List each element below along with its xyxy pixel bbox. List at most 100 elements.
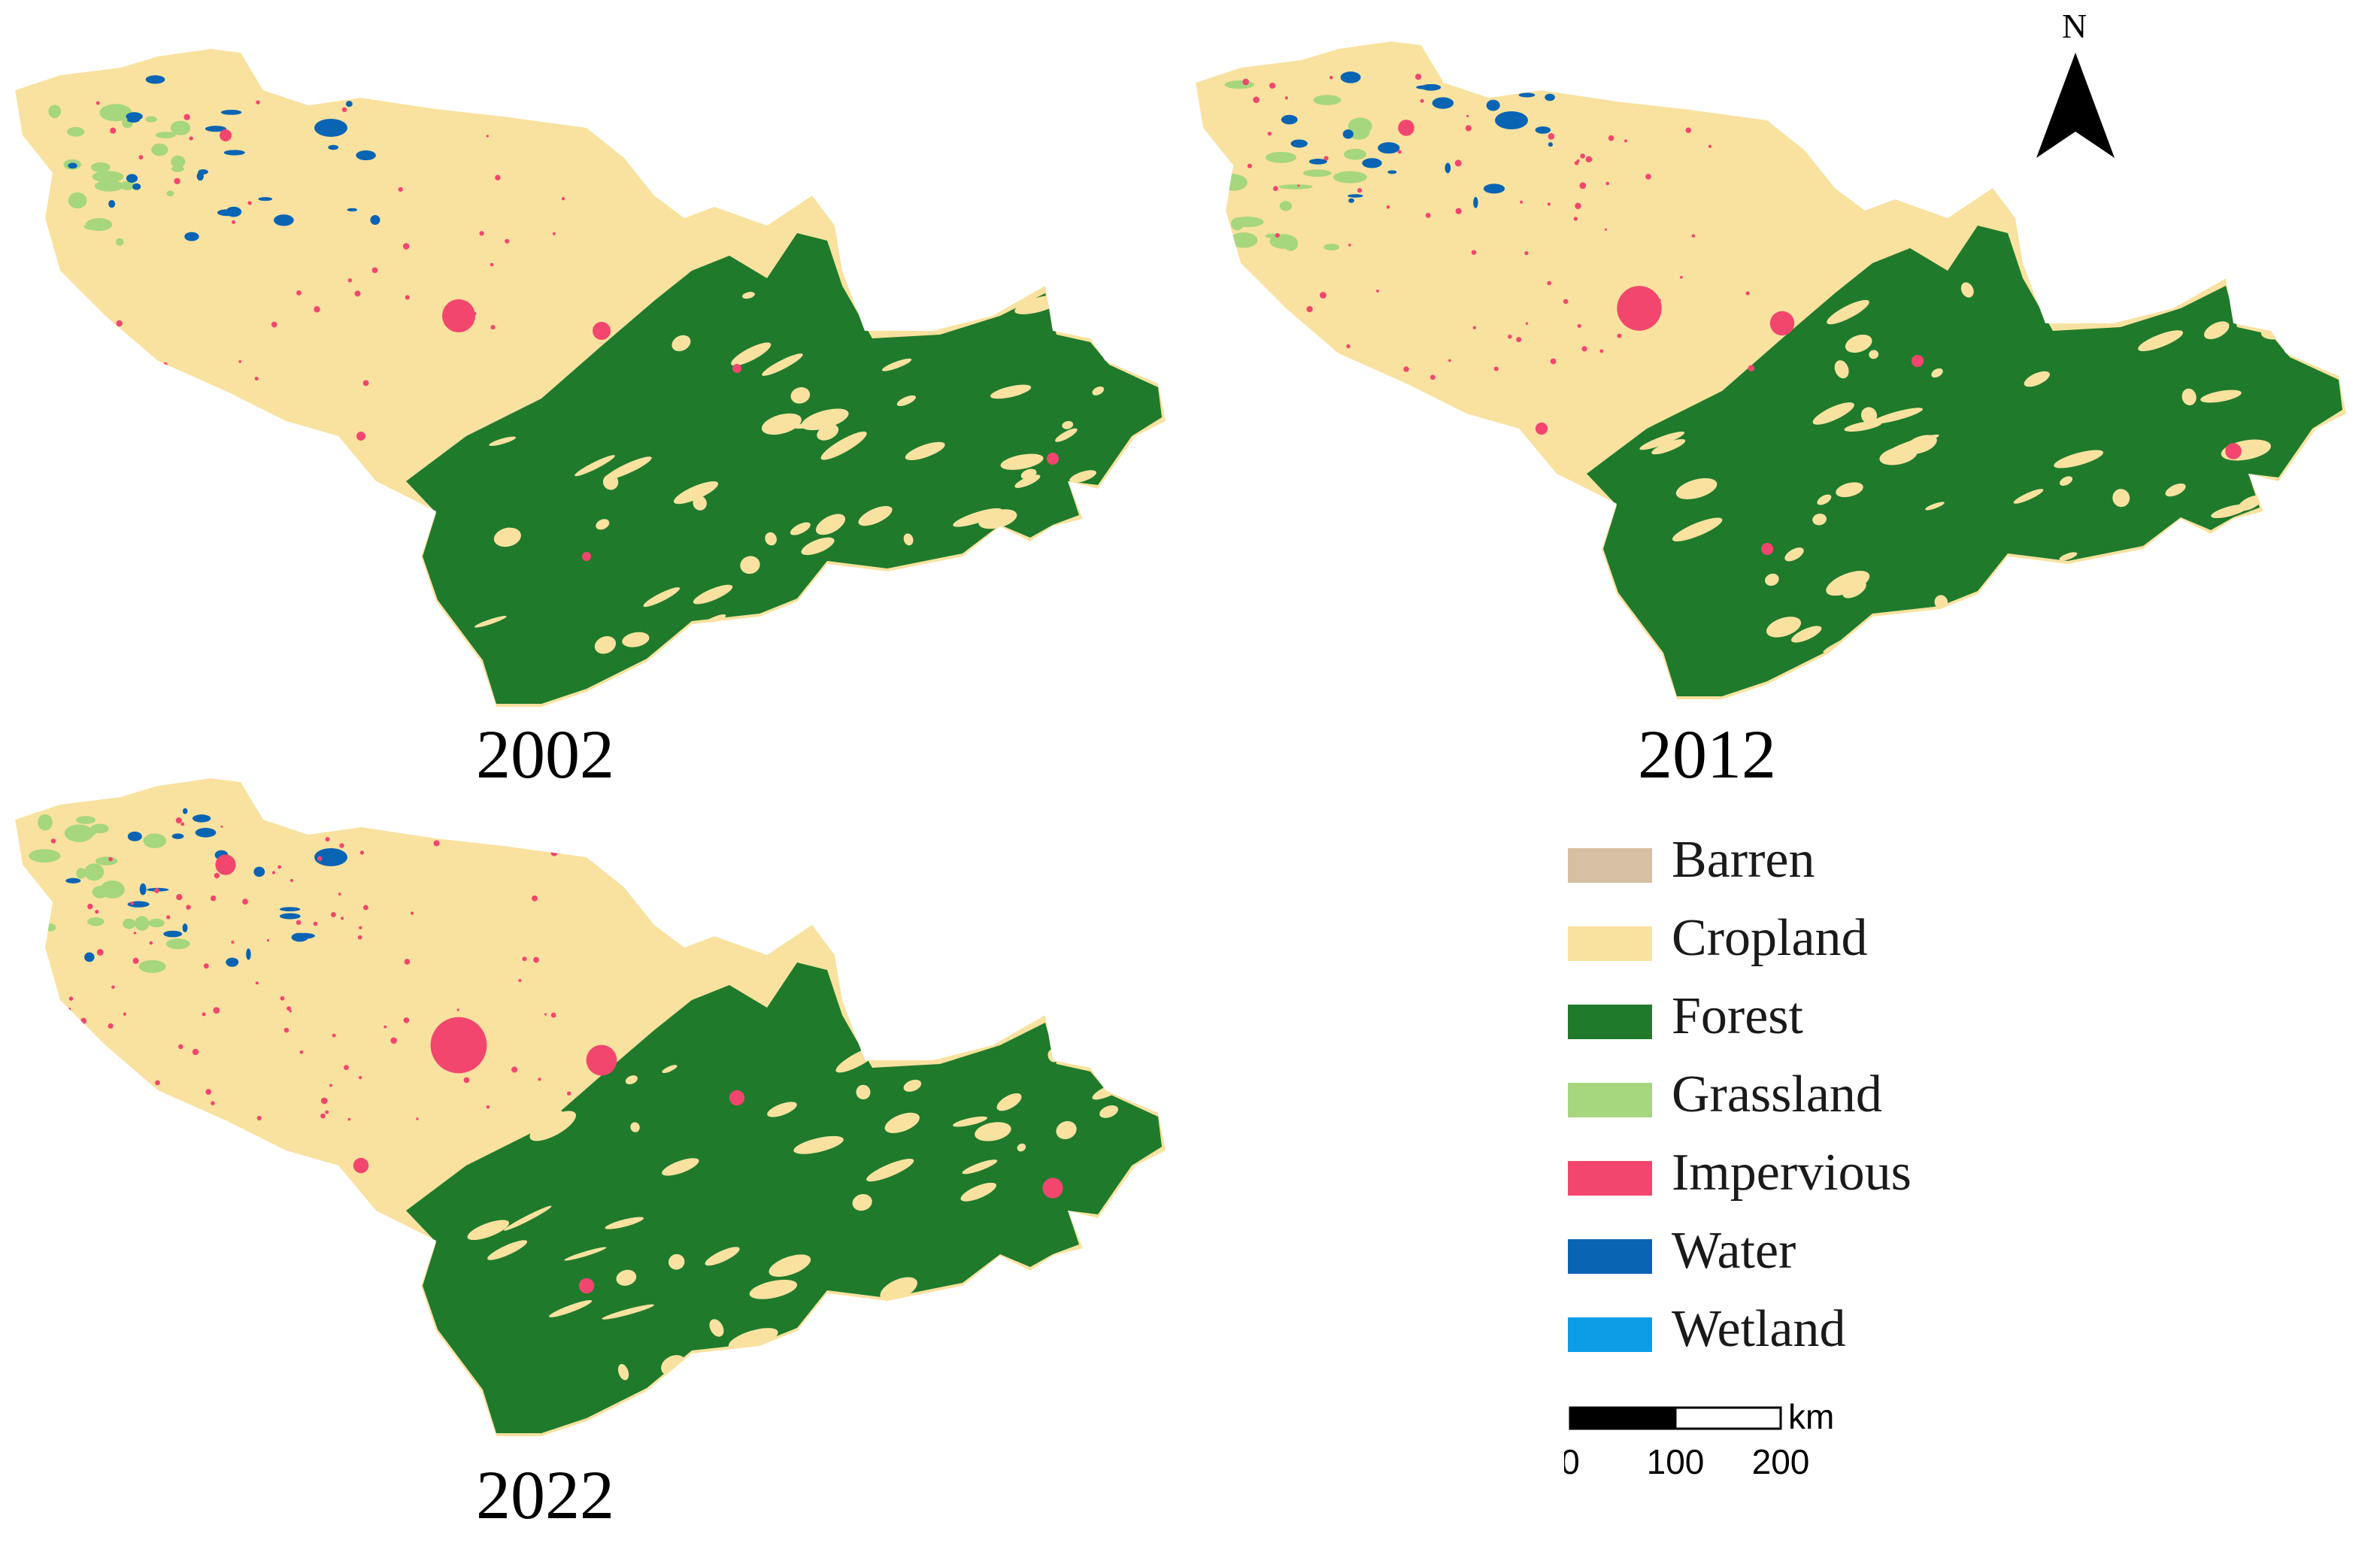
grassland-patch [68,192,87,209]
cropland-patch [502,1052,552,1071]
cropland-patch [801,408,849,431]
cropland-patch [602,474,619,490]
cropland-patch [740,556,760,574]
cropland-patch [467,1220,509,1241]
legend-label: Grassland [1672,1066,1882,1123]
urban-dot [533,956,539,963]
water-body [258,197,273,202]
cropland-patch [605,456,652,480]
cropland-patch [523,317,570,335]
urban-dot [1575,202,1581,210]
urban-dot [538,1078,541,1081]
urban-dot [325,837,330,842]
urban-dot [203,963,209,969]
cropland-patch [728,1328,778,1350]
urban-dot [87,903,93,910]
urban-area [732,364,741,373]
urban-dot [313,921,318,926]
water-body [1378,142,1400,154]
urban-dot [255,981,259,985]
urban-dot [266,939,270,942]
water-body [223,150,245,156]
urban-dot [1397,150,1402,154]
urban-dot [155,1080,160,1086]
water-body [127,831,142,841]
urban-dot [242,899,249,905]
water-body [68,162,77,169]
cropland-patch [1879,446,1918,465]
map-panel-2022 [15,774,1188,1451]
cropland-patch [1960,282,1974,298]
cropland-patch [856,1084,871,1100]
cropland-patch [1817,494,1832,505]
cropland-patch [1791,626,1822,643]
cropland-patch [808,1372,823,1380]
cropland-patch [2200,390,2242,403]
urban-dot [511,1066,518,1073]
urban-dot [68,1008,71,1011]
cropland-patch [1003,614,1029,635]
cropland-patch [2054,450,2103,468]
grassland-patch [1283,236,1299,251]
water-body [198,169,208,174]
urban-dot [479,231,484,236]
urban-dot [166,915,171,920]
urban-area [1911,354,1924,368]
water-body [1483,183,1505,194]
grassland-patch [1278,184,1313,189]
cropland-patch [953,1116,988,1127]
cropland-patch [951,1290,972,1302]
cropland-patch [1672,517,1723,541]
cropland-patch [662,1158,699,1176]
urban-area [442,299,475,332]
water-body [274,214,294,226]
water-body [108,200,116,208]
urban-dot [384,1025,387,1029]
cropland-patch [790,387,811,404]
cropland-patch [672,335,691,352]
urban-dot [111,1096,117,1102]
cropland-patch [1675,477,1718,499]
urban-dot [1273,186,1278,192]
cropland-patch [596,519,610,530]
cropland-patch [731,342,772,366]
water-body [1290,139,1308,148]
urban-dot [486,1105,490,1109]
grassland-patch [87,917,105,926]
grassland-patch [171,165,184,172]
urban-dot [287,1006,291,1011]
grassland-patch [1323,244,1340,251]
grassland-patch [76,868,86,879]
legend-label: Forest [1672,987,1803,1045]
grassland-patch [1232,217,1264,228]
cropland-patch [594,636,617,654]
cropland-patch [993,1263,1007,1275]
water-body [1348,198,1354,203]
urban-dot [1247,163,1252,168]
cropland-patch [1872,408,1924,424]
cropland-patch [1686,339,1734,361]
urban-dot [1580,153,1585,159]
grassland-patch [1332,171,1367,183]
urban-dot [290,878,294,883]
grassland-patch [165,938,190,950]
cropland-patch [857,644,890,658]
cropland-patch [2138,330,2184,352]
cropland-patch [1713,332,1731,340]
water-body [182,808,188,814]
water-body [1518,92,1536,98]
urban-dot [125,356,129,362]
urban-dot [456,1008,459,1011]
water-body [163,930,183,938]
cropland-patch [960,288,977,299]
urban-dot [1269,82,1276,89]
urban-dot [238,359,242,363]
urban-dot [1376,289,1379,293]
urban-dot [359,850,365,855]
urban-dot [1472,326,1477,330]
urban-dot [1233,280,1239,286]
water-body [1548,142,1553,147]
cropland-patch [553,1033,592,1053]
water-body [370,214,380,226]
water-body [345,101,353,108]
